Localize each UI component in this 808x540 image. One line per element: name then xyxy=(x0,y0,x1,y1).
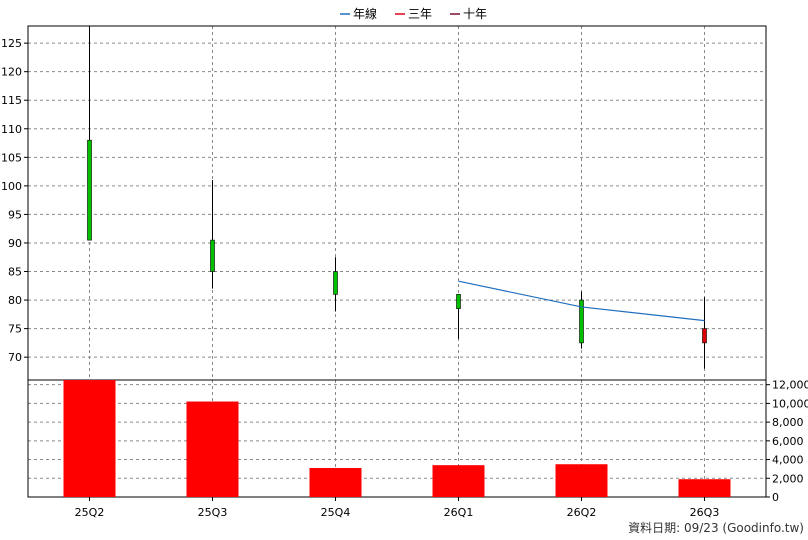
volume-bar-26Q3 xyxy=(678,479,731,497)
volume-bar-26Q1 xyxy=(432,465,485,497)
volume-tick-label-1: 2,000 xyxy=(772,472,804,485)
volume-bars xyxy=(63,380,731,497)
grid xyxy=(28,26,766,497)
price-tick-label-5: 95 xyxy=(8,208,22,221)
volume-axis: 0 2,000 4,000 6,000 8,000 10,000 12,000 xyxy=(766,379,808,504)
candle-body-25Q2 xyxy=(87,139,92,241)
candle-body-26Q2 xyxy=(579,299,584,344)
price-tick-label-7: 105 xyxy=(1,151,22,164)
volume-tick-label-3: 6,000 xyxy=(772,435,804,448)
price-axis: 70 75 80 85 90 95 100 105 110 115 120 125 xyxy=(1,37,28,364)
candle-body-25Q4 xyxy=(333,271,338,295)
x-tick-label-26Q3: 26Q3 xyxy=(690,506,720,519)
volume-tick-label-0: 0 xyxy=(772,491,779,504)
volume-tick-label-5: 10,000 xyxy=(772,397,808,410)
x-tick-label-26Q2: 26Q2 xyxy=(567,506,597,519)
price-panel-frame xyxy=(27,25,767,381)
volume-bar-26Q2 xyxy=(555,464,608,497)
candle-body-25Q3 xyxy=(210,239,215,272)
legend-label-0: 年線 xyxy=(353,6,377,21)
price-tick-label-0: 70 xyxy=(8,351,22,364)
year-line xyxy=(458,280,705,322)
price-tick-label-8: 110 xyxy=(1,123,22,136)
footer-source: 資料日期: 09/23 (Goodinfo.tw) xyxy=(628,521,804,535)
price-tick-label-2: 80 xyxy=(8,294,22,307)
year-line-path xyxy=(458,280,705,322)
price-tick-label-6: 100 xyxy=(1,180,22,193)
x-tick-label-25Q3: 25Q3 xyxy=(198,506,228,519)
volume-bar-25Q3 xyxy=(186,401,239,497)
volume-bar-25Q2 xyxy=(63,380,116,497)
candles xyxy=(87,26,707,369)
price-tick-label-4: 90 xyxy=(8,237,22,250)
x-tick-label-26Q1: 26Q1 xyxy=(444,506,474,519)
x-tick-label-25Q2: 25Q2 xyxy=(75,506,105,519)
legend: 年線 三年 十年 xyxy=(340,6,487,21)
volume-tick-label-4: 8,000 xyxy=(772,416,804,429)
candle-body-26Q3 xyxy=(702,328,707,344)
x-axis: 25Q2 25Q3 25Q4 26Q1 26Q2 26Q3 xyxy=(75,497,720,519)
price-tick-label-11: 125 xyxy=(1,37,22,50)
price-tick-label-1: 75 xyxy=(8,323,22,336)
price-tick-label-3: 85 xyxy=(8,266,22,279)
legend-label-1: 三年 xyxy=(408,7,432,21)
price-tick-label-10: 120 xyxy=(1,66,22,79)
legend-label-2: 十年 xyxy=(463,7,487,21)
volume-bar-25Q4 xyxy=(309,467,362,497)
candle-body-26Q1 xyxy=(456,294,461,309)
volume-panel-frame xyxy=(27,379,767,498)
price-tick-label-9: 115 xyxy=(1,94,22,107)
x-tick-label-25Q4: 25Q4 xyxy=(321,506,351,519)
volume-tick-label-2: 4,000 xyxy=(772,454,804,467)
volume-tick-label-6: 12,000 xyxy=(772,379,808,392)
